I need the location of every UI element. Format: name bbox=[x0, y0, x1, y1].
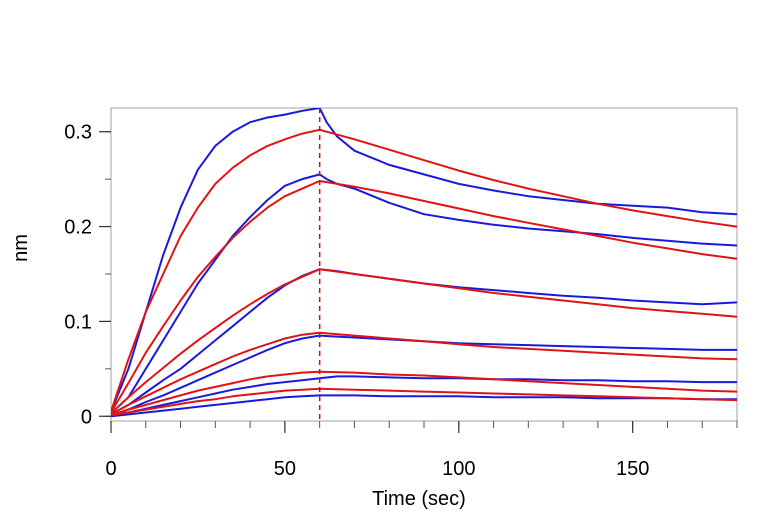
fit-curve bbox=[111, 268, 737, 415]
measured-curve bbox=[111, 108, 737, 413]
measured-curve bbox=[111, 334, 737, 417]
x-minor-ticks bbox=[110, 421, 738, 428]
x-tick-label: 0 bbox=[105, 458, 116, 480]
y-tick-label: 0.1 bbox=[64, 311, 92, 333]
y-axis-ticks: 0 0.1 0.2 0.3 bbox=[64, 122, 111, 428]
plot-frame bbox=[110, 107, 738, 422]
y-minor-ticks bbox=[105, 131, 111, 417]
measured-curve bbox=[111, 394, 737, 418]
y-tick-label: 0.2 bbox=[64, 217, 92, 239]
measured-curve bbox=[111, 375, 737, 417]
y-axis-label: nm bbox=[10, 234, 32, 262]
x-tick-label: 50 bbox=[274, 458, 296, 480]
x-axis-label: Time (sec) bbox=[372, 488, 466, 510]
x-axis-ticks: 0 50 100 150 bbox=[105, 421, 649, 480]
x-tick-label: 150 bbox=[616, 458, 649, 480]
x-tick-label: 100 bbox=[442, 458, 475, 480]
y-tick-label: 0.3 bbox=[64, 122, 92, 144]
series-layer bbox=[111, 108, 737, 418]
y-tick-label: 0 bbox=[81, 406, 92, 428]
fit-curve bbox=[111, 331, 737, 416]
